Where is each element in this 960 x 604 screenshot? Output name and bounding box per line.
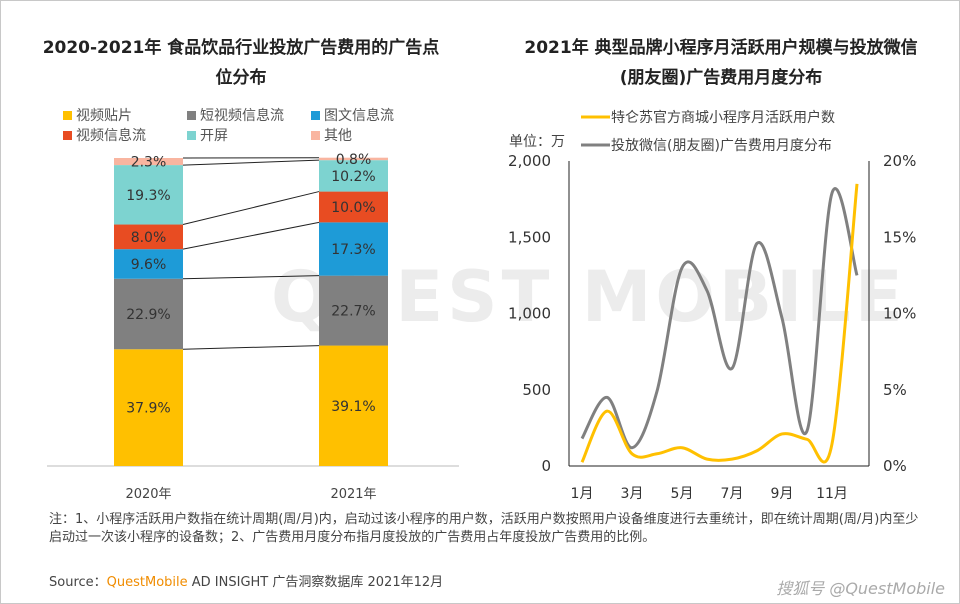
bar-segment (319, 157, 388, 161)
x-tick-label: 7月 (721, 486, 744, 502)
legend-item: 视频贴片 (63, 105, 187, 125)
y-right-tick-label: 20% (883, 152, 916, 170)
bar-segment (114, 224, 183, 250)
source-label: Source： (49, 575, 107, 590)
legend-swatch (63, 130, 72, 140)
data-label: 19.3% (126, 188, 170, 204)
legend-label: 视频信息流 (76, 128, 146, 144)
data-label: 8.0% (131, 230, 167, 246)
bar-segment (114, 165, 183, 225)
legend-swatch (311, 130, 320, 140)
bar-segment (319, 345, 388, 466)
connector-line (182, 159, 320, 166)
y-left-tick-label: 500 (522, 381, 551, 399)
right-chart-title: 2021年 典型品牌小程序月活跃用户规模与投放微信(朋友圈)广告费用月度分布 (524, 38, 918, 88)
data-label: 22.7% (331, 304, 375, 320)
data-label: 10.2% (331, 169, 375, 185)
legend-item: 视频信息流 (63, 125, 187, 145)
y-right-tick-label: 10% (883, 305, 916, 323)
x-tick-label: 11月 (816, 486, 848, 502)
data-label: 39.1% (331, 399, 375, 415)
legend-item: 短视频信息流 (187, 105, 311, 125)
y-right-tick-label: 15% (883, 228, 916, 246)
data-label: 0.8% (336, 152, 372, 168)
legend-item: 开屏 (187, 125, 311, 145)
y-right-tick-label: 5% (883, 381, 907, 399)
bar-segment (319, 160, 388, 192)
legend-label: 开屏 (200, 128, 228, 144)
left-chart-title: 2020-2021年 食品饮品行业投放广告费用的广告点位分布 (42, 38, 440, 88)
y-left-tick-label: 1,500 (508, 228, 551, 246)
x-tick-label: 2020年 (125, 487, 171, 502)
corner-watermark: 搜狐号 @QuestMobile (776, 579, 945, 598)
bar-segment (114, 249, 183, 279)
bar-segment (114, 158, 183, 166)
x-tick-label: 1月 (571, 486, 594, 502)
legend-label: 其他 (324, 128, 352, 144)
footnote: 注：1、小程序活跃用户数指在统计周期(周/月)内，启动过该小程序的用户数，活跃用… (49, 512, 919, 545)
y-right-tick-label: 0% (883, 457, 907, 475)
connector-line (182, 221, 320, 250)
left-legend: 视频贴片 短视频信息流 图文信息流视频信息流 开屏 其他 (63, 105, 443, 145)
y-unit-label: 单位：万 (509, 134, 565, 150)
x-tick-label: 3月 (621, 486, 644, 502)
data-label: 2.3% (131, 155, 167, 171)
data-label: 10.0% (331, 200, 375, 216)
legend-swatch (311, 110, 320, 120)
x-tick-label: 2021年 (330, 487, 376, 502)
connector-line (182, 275, 320, 280)
y-left-tick-label: 0 (541, 457, 551, 475)
legend-label: 短视频信息流 (200, 108, 284, 124)
series-line (580, 183, 859, 464)
legend-label: 视频贴片 (76, 108, 132, 124)
legend-swatch (187, 130, 196, 140)
series-line (580, 187, 859, 450)
legend-label: 图文信息流 (324, 108, 394, 124)
bar-segment (319, 191, 388, 223)
y-left-tick-label: 2,000 (508, 152, 551, 170)
legend-label: 特仑苏官方商城小程序月活跃用户数 (611, 109, 835, 126)
x-tick-label: 9月 (771, 486, 794, 502)
data-label: 22.9% (126, 307, 170, 323)
source-line: Source：QuestMobile AD INSIGHT 广告洞察数据库 20… (49, 571, 443, 590)
bar-segment (114, 349, 183, 466)
source-rest: AD INSIGHT 广告洞察数据库 2021年12月 (187, 575, 444, 590)
legend-item: 图文信息流 (311, 105, 435, 125)
legend-label: 投放微信(朋友圈)广告费用月度分布 (611, 138, 832, 154)
x-tick-label: 5月 (671, 486, 694, 502)
data-label: 9.6% (131, 257, 167, 273)
connector-line (182, 345, 320, 350)
legend-item: 其他 (311, 125, 435, 145)
legend-swatch (187, 110, 196, 120)
source-brand: QuestMobile (106, 575, 188, 590)
y-left-tick-label: 1,000 (508, 305, 551, 323)
data-label: 17.3% (331, 242, 375, 258)
connector-line (182, 191, 320, 226)
data-label: 37.9% (126, 401, 170, 417)
legend-swatch (63, 110, 72, 120)
bar-segment (319, 222, 388, 276)
bar-segment (319, 275, 388, 346)
bar-segment (114, 278, 183, 350)
